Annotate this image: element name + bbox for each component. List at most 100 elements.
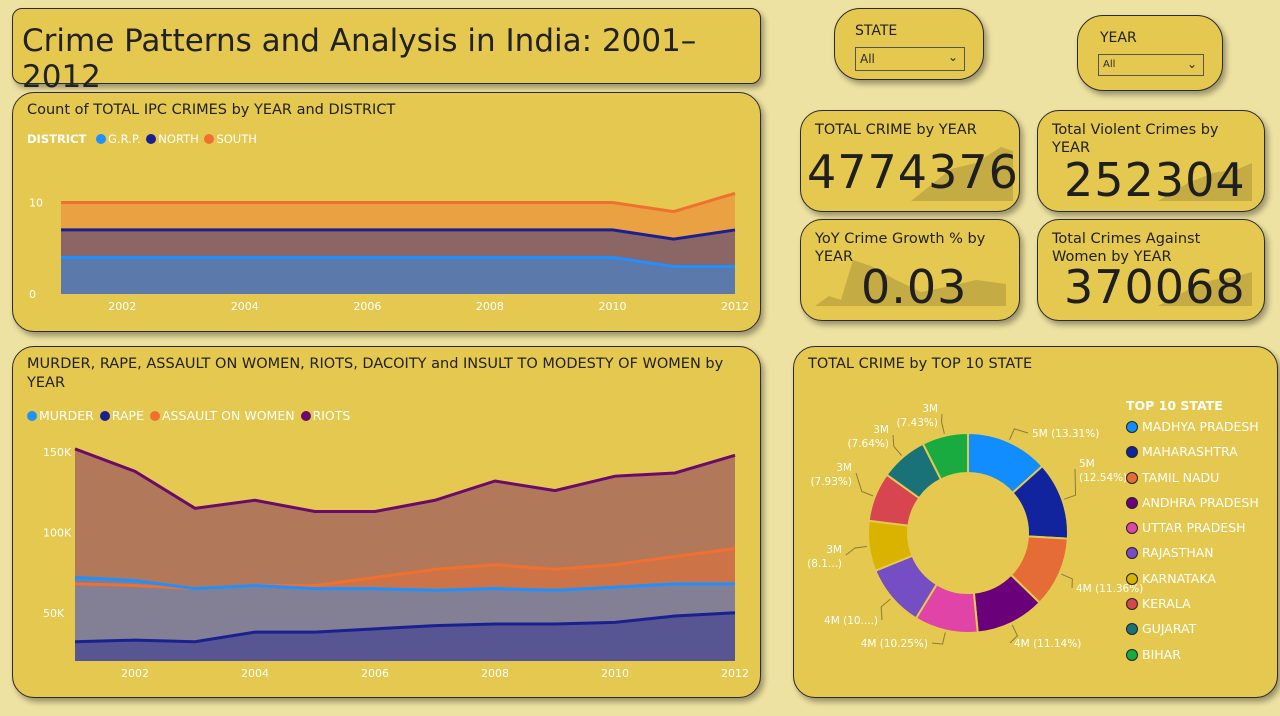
legend-dot bbox=[146, 134, 157, 144]
series-area bbox=[75, 548, 735, 661]
chart-legend: MURDER RAPE ASSAULT ON WOMEN RIOTS bbox=[27, 408, 352, 423]
series-line bbox=[61, 228, 736, 241]
legend-dot bbox=[1126, 598, 1138, 611]
leader-line bbox=[1009, 624, 1019, 644]
legend-dot bbox=[204, 134, 215, 144]
legend-label: GUJARAT bbox=[1142, 621, 1197, 637]
state-slicer-label: STATE bbox=[855, 23, 898, 39]
slice-data-label: 4M (11.36%) bbox=[1076, 583, 1143, 595]
legend-item[interactable]: TAMIL NADU bbox=[1126, 470, 1259, 495]
legend-dot bbox=[1126, 623, 1138, 636]
x-tick-label: 2008 bbox=[481, 667, 509, 680]
series-area bbox=[61, 229, 735, 294]
legend-item[interactable]: ANDHRA PRADESH bbox=[1126, 495, 1259, 520]
sparkline-bg bbox=[1158, 163, 1252, 201]
district-area-chart-card: Count of TOTAL IPC CRIMES by YEAR and DI… bbox=[12, 92, 761, 332]
legend-dot bbox=[300, 411, 311, 421]
legend-title: TOP 10 STATE bbox=[1126, 398, 1223, 413]
kpi-value: 0.03 bbox=[861, 260, 968, 314]
legend-item[interactable]: UTTAR PRADESH bbox=[1126, 520, 1259, 545]
legend-dot bbox=[1126, 496, 1138, 509]
chart-title: MURDER, RAPE, ASSAULT ON WOMEN, RIOTS, D… bbox=[27, 356, 724, 391]
legend-item[interactable]: BIHAR bbox=[1126, 647, 1259, 672]
chart-title: TOTAL CRIME by TOP 10 STATE bbox=[808, 356, 1033, 372]
leader-line bbox=[1061, 573, 1073, 589]
slice-data-label: 4M (10....) bbox=[824, 615, 878, 627]
x-tick-label: 2012 bbox=[721, 300, 749, 313]
legend-item[interactable]: SOUTH bbox=[204, 132, 257, 146]
legend-label: MAHARASHTRA bbox=[1142, 444, 1238, 460]
series-area bbox=[75, 448, 735, 661]
legend-item[interactable]: MADHYA PRADESH bbox=[1126, 419, 1259, 444]
legend-item[interactable]: MURDER bbox=[27, 408, 94, 423]
legend-dot bbox=[1126, 547, 1138, 560]
legend-item[interactable]: RAJASTHAN bbox=[1126, 545, 1259, 570]
state-dropdown-value: All bbox=[860, 52, 875, 66]
leader-line bbox=[1009, 428, 1029, 441]
slice-data-label: 3M (7.43%) bbox=[896, 403, 938, 429]
slice-data-label: 3M (7.93%) bbox=[810, 462, 852, 488]
slice-data-label: 5M (13.31%) bbox=[1032, 428, 1099, 440]
y-tick-label: 100K bbox=[43, 526, 72, 539]
legend-label: UTTAR PRADESH bbox=[1142, 520, 1246, 536]
donut-slice bbox=[921, 431, 969, 481]
leader-line bbox=[931, 632, 946, 645]
x-tick-label: 2006 bbox=[353, 300, 381, 313]
kpi-label: Total Crimes Against Women by YEAR bbox=[1052, 231, 1201, 265]
legend-label: ANDHRA PRADESH bbox=[1142, 494, 1259, 510]
kpi-value: 252304 bbox=[1064, 153, 1246, 207]
leader-line bbox=[855, 472, 874, 497]
sparkline-bg bbox=[911, 147, 1013, 201]
chart-legend: DISTRICT G.R.P. NORTH SOUTH bbox=[27, 132, 259, 146]
legend-item[interactable]: RIOTS bbox=[300, 408, 350, 423]
series-line bbox=[74, 611, 736, 644]
x-tick-label: 2012 bbox=[721, 667, 749, 680]
slice-data-label: 5M (12.54%) bbox=[1079, 458, 1127, 484]
kpi-violent-crimes: Total Violent Crimes by YEAR 252304 bbox=[1037, 110, 1265, 212]
crime-types-area-plot: 2002 2004 2006 2008 2010 2012 50K 100K 150K bbox=[43, 446, 749, 680]
legend-dot bbox=[1126, 471, 1138, 484]
y-tick-label: 10 bbox=[29, 196, 43, 209]
top-states-donut-card: TOTAL CRIME by TOP 10 STATE 5M (13.31%) 5… bbox=[793, 346, 1278, 698]
legend-item[interactable]: G.R.P. bbox=[96, 132, 141, 146]
slice-data-label: 4M (11.14%) bbox=[1014, 638, 1081, 650]
year-dropdown[interactable]: All ⌄ bbox=[1098, 54, 1204, 76]
kpi-label: Total Violent Crimes by YEAR bbox=[1052, 122, 1219, 156]
legend-label: KARNATAKA bbox=[1142, 570, 1216, 586]
x-tick-label: 2010 bbox=[598, 300, 626, 313]
kpi-value: 370068 bbox=[1064, 260, 1246, 314]
y-tick-label: 150K bbox=[43, 446, 72, 459]
legend-item[interactable]: KARNATAKA bbox=[1126, 571, 1259, 596]
sparkline-bg bbox=[815, 260, 1006, 306]
legend-item[interactable]: ASSAULT ON WOMEN bbox=[149, 408, 295, 423]
crime-types-area-chart-card: MURDER, RAPE, ASSAULT ON WOMEN, RIOTS, D… bbox=[12, 346, 761, 698]
series-line bbox=[61, 255, 735, 269]
legend-item[interactable]: KERALA bbox=[1126, 596, 1259, 621]
legend-label: RAJASTHAN bbox=[1142, 545, 1214, 561]
legend-item[interactable]: MAHARASHTRA bbox=[1126, 444, 1259, 469]
legend-label: BIHAR bbox=[1142, 646, 1181, 662]
legend-label: KERALA bbox=[1142, 596, 1191, 612]
title-card: Crime Patterns and Analysis in India: 20… bbox=[12, 8, 761, 95]
legend-dot bbox=[1126, 522, 1138, 535]
x-tick-label: 2002 bbox=[108, 300, 136, 313]
legend-item[interactable]: RAPE bbox=[99, 408, 144, 423]
legend-label: TAMIL NADU bbox=[1142, 469, 1220, 485]
series-line bbox=[74, 575, 735, 592]
series-area bbox=[61, 193, 735, 294]
legend-dot bbox=[149, 411, 160, 421]
sparkline-bg bbox=[1158, 272, 1252, 306]
donut-legend: TOP 10 STATE MADHYA PRADESH MAHARASHTRA TA… bbox=[1126, 398, 1259, 672]
kpi-total-crime: TOTAL CRIME by YEAR 4774376 bbox=[800, 110, 1020, 212]
series-area bbox=[61, 257, 735, 294]
kpi-label: TOTAL CRIME by YEAR bbox=[815, 122, 977, 138]
legend-item[interactable]: GUJARAT bbox=[1126, 621, 1259, 646]
legend-dot bbox=[1126, 446, 1138, 459]
legend-item[interactable]: NORTH bbox=[146, 132, 199, 146]
state-dropdown[interactable]: All ⌄ bbox=[855, 47, 965, 71]
district-area-plot: 2002 2004 2006 2008 2010 2012 0 10 bbox=[29, 191, 749, 313]
year-dropdown-value: All bbox=[1103, 59, 1116, 70]
series-area bbox=[75, 577, 735, 661]
legend-title: DISTRICT bbox=[27, 132, 87, 146]
year-slicer-label: YEAR bbox=[1100, 30, 1137, 46]
